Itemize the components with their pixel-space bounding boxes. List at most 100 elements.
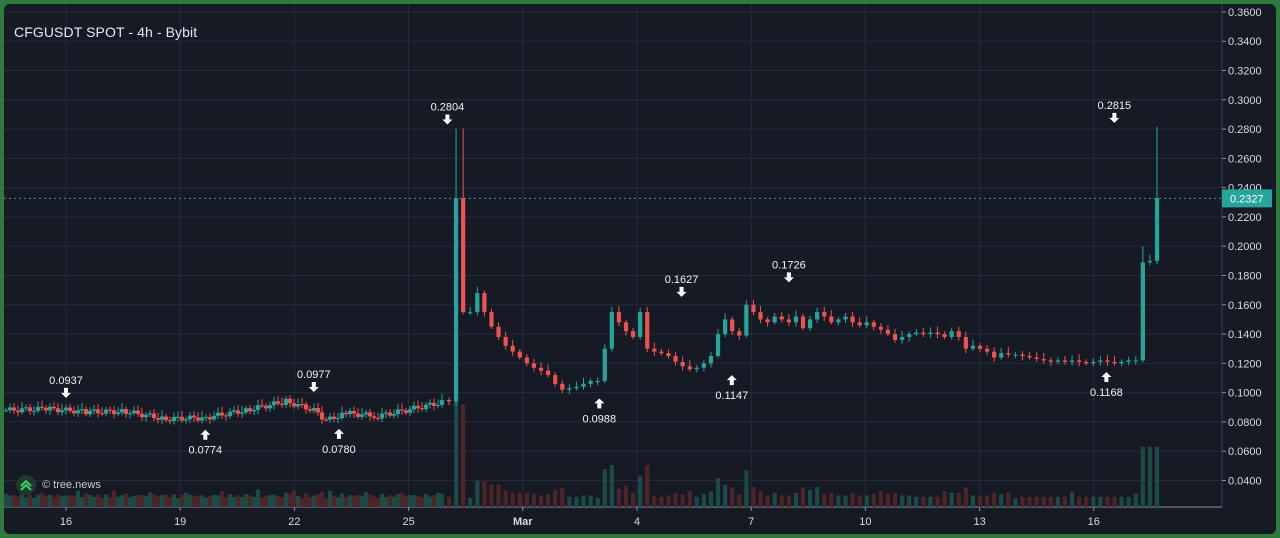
volume-bar — [914, 496, 919, 507]
volume-bar — [723, 484, 728, 507]
volume-bar — [279, 497, 285, 507]
volume-bar — [235, 495, 241, 507]
candle-body — [279, 403, 285, 405]
volume-bar — [423, 493, 429, 507]
candle-body — [1105, 360, 1110, 362]
candle-body — [645, 312, 650, 349]
candle-body — [67, 407, 73, 411]
candle-body — [351, 410, 357, 414]
candle-body — [701, 363, 706, 368]
volume-bar — [411, 494, 417, 507]
candle-body — [15, 410, 21, 413]
volume-bar — [829, 492, 834, 507]
volume-bar — [1020, 496, 1025, 507]
x-tick-label: 22 — [288, 516, 300, 528]
volume-bar — [291, 490, 297, 507]
volume-bar — [807, 490, 813, 507]
annotation-label: 0.1627 — [665, 274, 699, 286]
annotation-arrow-icon — [676, 286, 687, 297]
candle-body — [623, 322, 629, 332]
candle-body — [391, 414, 397, 416]
volume-bar — [999, 494, 1004, 507]
volume-bar — [786, 495, 791, 507]
candle-body — [687, 366, 692, 370]
volume-bar — [47, 494, 53, 507]
x-tick-label: 16 — [60, 516, 72, 528]
volume-bar — [1091, 496, 1096, 507]
candle-body — [275, 401, 281, 404]
candle-body — [267, 405, 273, 409]
candle-body — [155, 418, 161, 420]
candle-body — [1048, 360, 1053, 362]
candle-body — [1077, 360, 1082, 362]
volume-bar — [694, 496, 699, 507]
volume-bar — [602, 469, 607, 507]
candle-body — [159, 416, 165, 420]
candle-body — [977, 345, 983, 349]
candle-body — [347, 410, 353, 415]
candle-body — [399, 409, 405, 411]
candle-body — [207, 417, 213, 420]
annotation-arrow-icon — [308, 382, 319, 393]
volume-bar — [482, 480, 487, 507]
low-annotation: 0.0774 — [188, 429, 222, 457]
volume-bar — [343, 496, 349, 507]
candle-body — [461, 198, 466, 313]
volume-bar — [977, 495, 983, 507]
volume-bar — [391, 496, 397, 507]
y-tick-label: 0.1800 — [1228, 271, 1262, 283]
volume-bar — [107, 497, 113, 507]
volume-bar — [359, 495, 365, 507]
annotation-arrow-icon — [594, 398, 605, 409]
volume-bar — [1140, 446, 1145, 507]
annotation-arrow-icon — [1109, 112, 1120, 123]
volume-bar — [123, 493, 129, 507]
volume-bar — [191, 496, 197, 507]
candle-body — [107, 409, 113, 411]
volume-bar — [921, 496, 926, 507]
candle-body — [928, 332, 933, 335]
candle-body — [793, 316, 799, 323]
volume-bar — [453, 399, 459, 507]
volume-bar — [103, 494, 109, 507]
candle-body — [283, 398, 289, 405]
candle-body — [765, 319, 770, 323]
volume-bar — [23, 497, 29, 507]
current-price-tag-label: 0.2327 — [1230, 193, 1264, 205]
candle-body — [638, 312, 643, 337]
candlestick-chart[interactable]: 0.36000.34000.32000.30000.28000.26000.24… — [4, 4, 1276, 534]
candle-body — [75, 410, 81, 414]
annotation-label: 0.1147 — [715, 390, 748, 402]
candle-body — [1154, 198, 1160, 261]
volume-bar — [765, 495, 770, 507]
annotation-label: 0.0988 — [582, 413, 616, 425]
candle-body — [907, 334, 912, 337]
candle-body — [287, 398, 293, 404]
volume-bar — [1048, 496, 1053, 507]
volume-bar — [687, 491, 692, 507]
volume-bar — [871, 494, 876, 507]
volume-bar — [1126, 496, 1131, 507]
candle-body — [616, 312, 622, 323]
candle-body — [119, 409, 125, 413]
candle-body — [1020, 354, 1025, 357]
candle-body — [271, 401, 277, 406]
volume-bar — [335, 497, 341, 507]
volume-bar — [143, 495, 149, 507]
volume-bar — [623, 485, 629, 507]
candle-body — [779, 316, 784, 320]
volume-bar — [1027, 496, 1032, 507]
volume-bar — [187, 494, 193, 507]
candle-body — [510, 345, 515, 352]
volume-bar — [87, 494, 93, 507]
volume-bar — [83, 493, 89, 507]
volume-bar — [4, 493, 9, 507]
volume-bar — [315, 494, 321, 507]
candle-body — [850, 316, 855, 323]
volume-bar — [227, 493, 233, 507]
volume-bar — [546, 494, 551, 507]
volume-bar — [1154, 446, 1160, 507]
candle-body — [1041, 358, 1046, 361]
candle-body — [407, 409, 413, 413]
candle-body — [411, 405, 417, 410]
